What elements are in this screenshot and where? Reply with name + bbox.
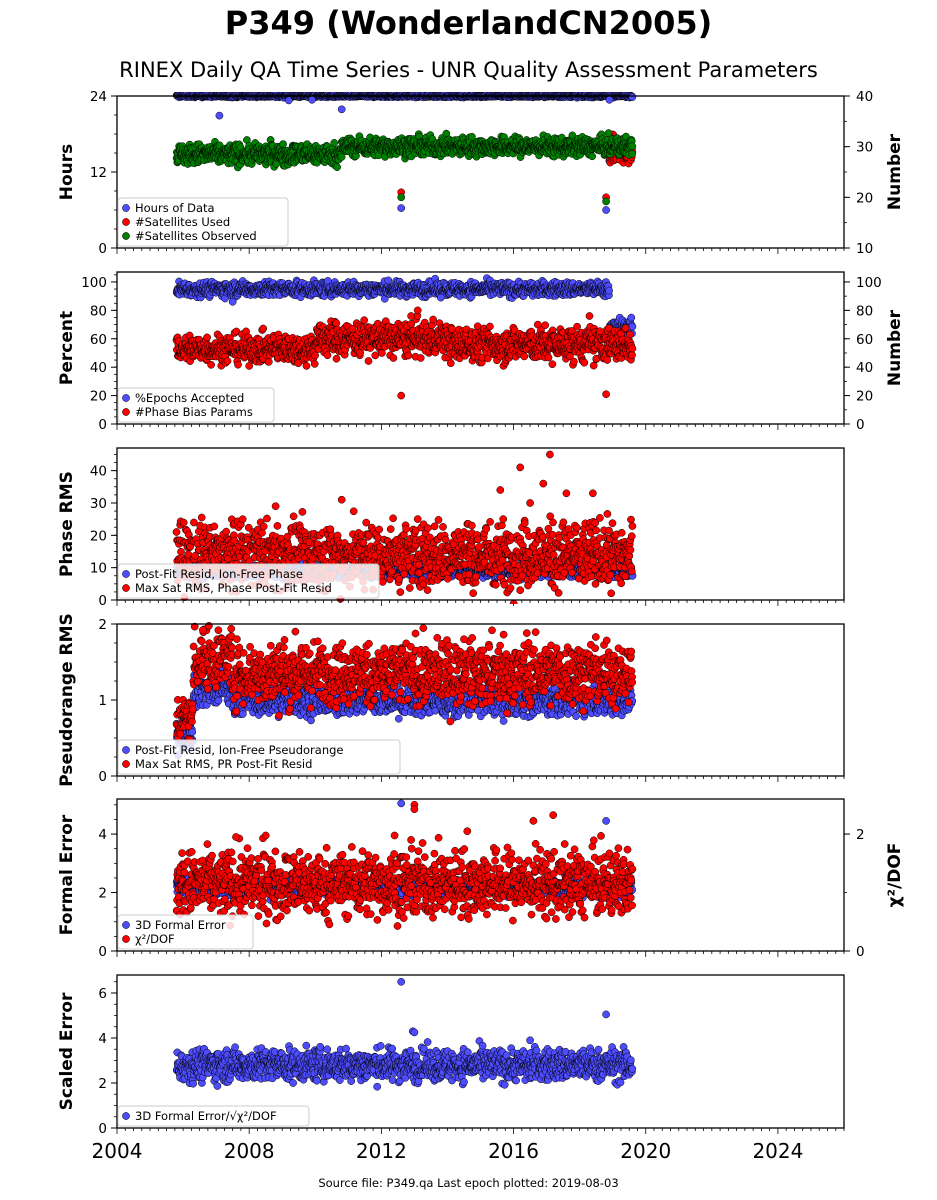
data-point [429,315,437,324]
data-point [378,349,386,357]
legend-label: Hours of Data [135,201,215,215]
data-point [259,324,268,333]
data-point [332,319,341,327]
data-point [234,360,242,369]
y2-tick-label: 20 [856,190,873,206]
data-point [628,322,637,331]
data-point [284,96,293,105]
data-point [279,140,287,148]
data-point [404,351,413,360]
legend-box [117,197,289,247]
data-point [337,153,346,161]
legend-marker [122,232,130,240]
data-point [602,206,610,214]
y2-tick-label: 30 [856,140,873,156]
data-point [203,333,211,342]
y2-tick-label: 10 [856,241,873,257]
data-point [628,142,637,151]
series-3 [172,129,637,206]
data-point [416,354,425,362]
data-point [311,351,319,360]
y2-axis-label: Number [885,133,905,210]
data-point [360,316,369,325]
data-point [337,105,346,114]
data-point [397,204,406,212]
data-point [588,152,597,161]
data-point [310,360,319,368]
data-point [223,357,232,365]
data-point [446,359,455,368]
data-point [207,360,215,369]
points-layer [172,92,637,214]
y-axis-label: Hours [57,144,77,201]
data-point [436,293,445,302]
data-point [364,357,373,365]
y2-tick-label: 40 [856,89,873,105]
data-point [397,193,406,202]
legend-label: #Satellites Observed [135,229,257,243]
legend-marker [122,218,130,226]
y-tick-label: 0 [98,241,107,257]
data-point [308,95,316,104]
data-point [371,351,380,360]
data-point [332,354,341,363]
data-point [605,95,614,104]
data-point [389,354,398,362]
series-1 [172,274,637,342]
y-tick-label: 12 [90,165,107,181]
series-2 [172,306,637,400]
data-point [628,150,636,158]
data-point [605,286,613,295]
legend-marker [122,204,130,212]
data-point [323,351,332,360]
data-point [627,313,636,322]
data-point [604,129,613,137]
data-point [468,132,476,141]
data-point [228,297,237,306]
legend: Hours of Data#Satellites Used#Satellites… [117,197,289,247]
data-point [215,111,224,120]
legend-label: #Satellites Used [135,215,230,229]
y-tick-label: 24 [90,89,107,105]
data-point [384,276,393,285]
data-point [628,93,637,101]
data-point [602,197,610,206]
data-point [330,139,339,147]
data-point [302,362,311,370]
data-point [333,163,341,171]
data-point [264,357,273,366]
points-layer [172,274,637,400]
